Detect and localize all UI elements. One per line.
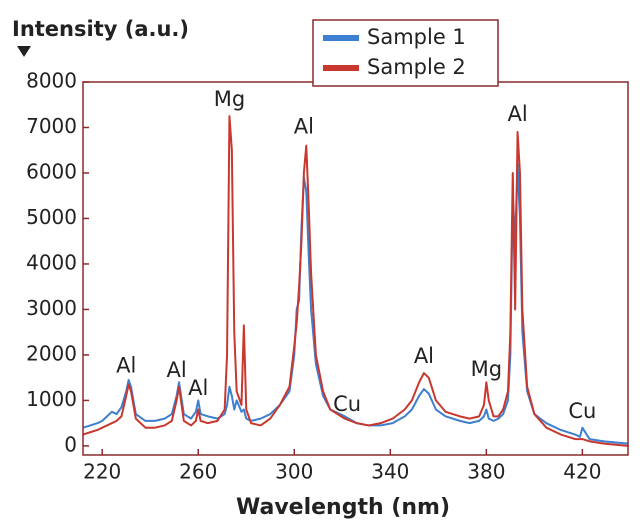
peak-label: Al <box>414 344 434 368</box>
peak-label: Al <box>167 358 187 382</box>
x-tick-label: 380 <box>467 460 505 484</box>
x-tick-label: 220 <box>83 460 121 484</box>
peak-label: Al <box>116 353 136 377</box>
x-tick-label: 300 <box>275 460 313 484</box>
y-tick-label: 2000 <box>26 341 77 365</box>
peak-label: Al <box>188 376 208 400</box>
legend-label: Sample 1 <box>367 25 466 49</box>
peak-label: Cu <box>333 392 361 416</box>
peak-label: Cu <box>568 399 596 423</box>
legend-label: Sample 2 <box>367 55 466 79</box>
legend-box <box>312 19 499 87</box>
y-tick-label: 3000 <box>26 296 77 320</box>
y-tick-label: 6000 <box>26 159 77 183</box>
y-tick-label: 4000 <box>26 250 77 274</box>
peak-label: Al <box>294 114 314 138</box>
x-tick-label: 340 <box>371 460 409 484</box>
y-tick-label: 1000 <box>26 387 77 411</box>
x-tick-label: 260 <box>179 460 217 484</box>
peak-label: Al <box>507 102 527 126</box>
x-tick-label: 420 <box>563 460 601 484</box>
y-axis-title: Intensity (a.u.) <box>12 17 189 41</box>
y-tick-label: 5000 <box>26 205 77 229</box>
y-tick-label: 8000 <box>26 69 77 93</box>
axis-arrow <box>17 46 31 57</box>
legend-swatch <box>323 35 359 41</box>
series-line <box>83 115 628 447</box>
peak-label: Mg <box>471 357 502 381</box>
y-tick-label: 7000 <box>26 114 77 138</box>
peak-label: Mg <box>214 87 245 111</box>
x-axis-title: Wavelength (nm) <box>236 495 450 520</box>
y-tick-label: 0 <box>64 432 77 456</box>
legend-swatch <box>323 65 359 71</box>
